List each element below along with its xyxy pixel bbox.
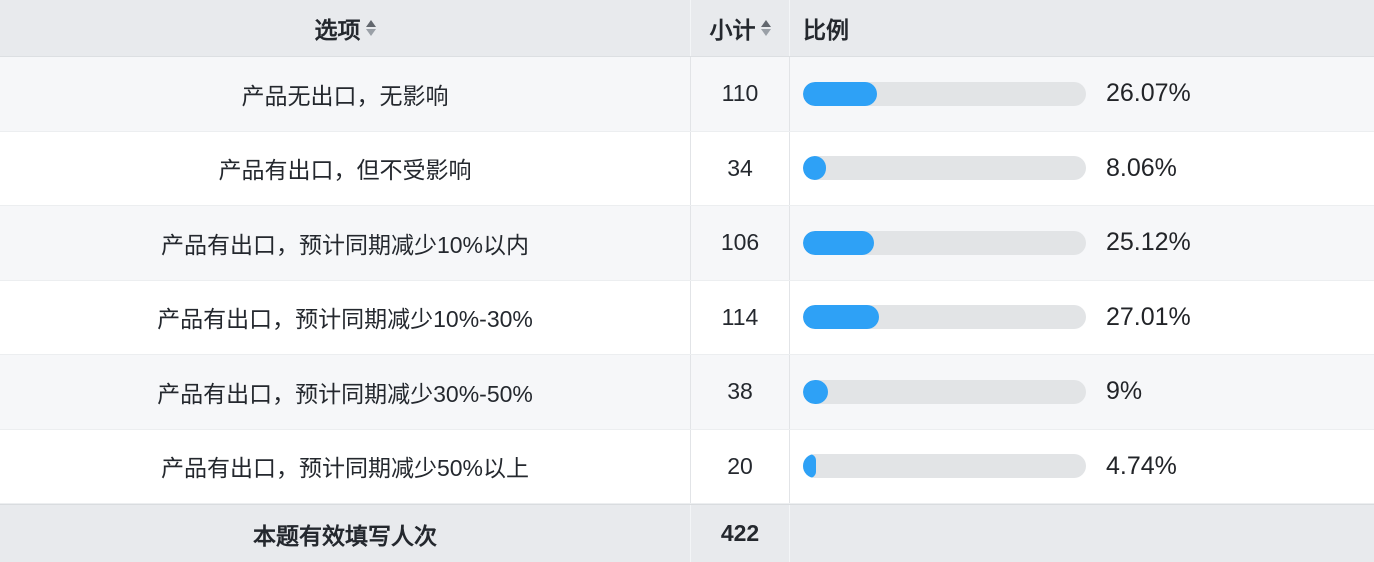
sort-down-icon xyxy=(365,29,376,36)
percent-label: 25.12% xyxy=(1106,228,1191,257)
ratio-cell: 9% xyxy=(790,355,1374,429)
count-cell: 34 xyxy=(690,131,790,205)
count-cell: 114 xyxy=(690,280,790,354)
proportion-bar-fill xyxy=(803,156,826,181)
table-row: 产品有出口，预计同期减少30%-50% 38 9% xyxy=(0,355,1374,430)
sort-up-icon xyxy=(365,20,376,27)
percent-label: 4.74% xyxy=(1106,451,1177,480)
ratio-cell: 26.07% xyxy=(790,57,1374,131)
footer-total: 422 xyxy=(690,505,790,562)
sort-down-icon xyxy=(760,29,771,36)
count-cell: 20 xyxy=(690,429,790,503)
proportion-bar-track xyxy=(803,305,1086,330)
table-row: 产品有出口，预计同期减少10%以内 106 25.12% xyxy=(0,206,1374,281)
percent-label: 27.01% xyxy=(1106,302,1191,331)
proportion-bar-track xyxy=(803,379,1086,404)
percent-label: 8.06% xyxy=(1106,153,1177,182)
header-option-column[interactable]: 选项 xyxy=(0,0,690,56)
count-cell: 110 xyxy=(690,57,790,131)
sort-icon[interactable] xyxy=(760,20,771,36)
option-cell: 产品有出口，预计同期减少10%以内 xyxy=(160,231,530,258)
proportion-bar-track xyxy=(803,230,1086,255)
footer-label: 本题有效填写人次 xyxy=(253,522,437,549)
ratio-cell: 8.06% xyxy=(790,132,1374,206)
footer-ratio-cell xyxy=(790,505,1374,562)
percent-label: 9% xyxy=(1106,377,1143,406)
ratio-cell: 25.12% xyxy=(790,206,1374,280)
table-row: 产品有出口，但不受影响 34 8.06% xyxy=(0,131,1374,206)
proportion-bar-track xyxy=(803,156,1086,181)
header-ratio-label: 比例 xyxy=(803,17,849,43)
header-option-label: 选项 xyxy=(314,17,361,43)
header-ratio-column: 比例 xyxy=(790,0,1374,56)
sort-up-icon xyxy=(760,20,771,27)
table-header: 选项 小计 比例 xyxy=(0,0,1374,57)
count-cell: 38 xyxy=(690,355,790,429)
table-footer: 本题有效填写人次 422 xyxy=(0,504,1374,562)
option-cell: 产品有出口，预计同期减少10%-30% xyxy=(157,306,533,333)
sort-icon[interactable] xyxy=(365,20,376,36)
table-row: 产品有出口，预计同期减少10%-30% 114 27.01% xyxy=(0,280,1374,355)
table-row: 产品无出口，无影响 110 26.07% xyxy=(0,57,1374,132)
ratio-cell: 27.01% xyxy=(790,281,1374,355)
proportion-bar-track xyxy=(803,81,1086,106)
header-count-label: 小计 xyxy=(709,17,756,43)
proportion-bar-track xyxy=(803,454,1086,479)
option-cell: 产品无出口，无影响 xyxy=(241,82,449,109)
ratio-cell: 4.74% xyxy=(790,430,1374,504)
percent-label: 26.07% xyxy=(1106,79,1191,108)
proportion-bar-fill xyxy=(803,305,880,330)
proportion-bar-fill xyxy=(803,379,829,404)
count-cell: 106 xyxy=(690,206,790,280)
proportion-bar-fill xyxy=(803,81,877,106)
header-count-column[interactable]: 小计 xyxy=(690,0,790,56)
proportion-bar-fill xyxy=(803,230,875,255)
option-cell: 产品有出口，但不受影响 xyxy=(218,157,472,184)
table-row: 产品有出口，预计同期减少50%以上 20 4.74% xyxy=(0,429,1374,504)
option-cell: 产品有出口，预计同期减少30%-50% xyxy=(157,380,533,407)
proportion-bar-fill xyxy=(803,454,817,479)
option-cell: 产品有出口，预计同期减少50%以上 xyxy=(160,455,530,482)
